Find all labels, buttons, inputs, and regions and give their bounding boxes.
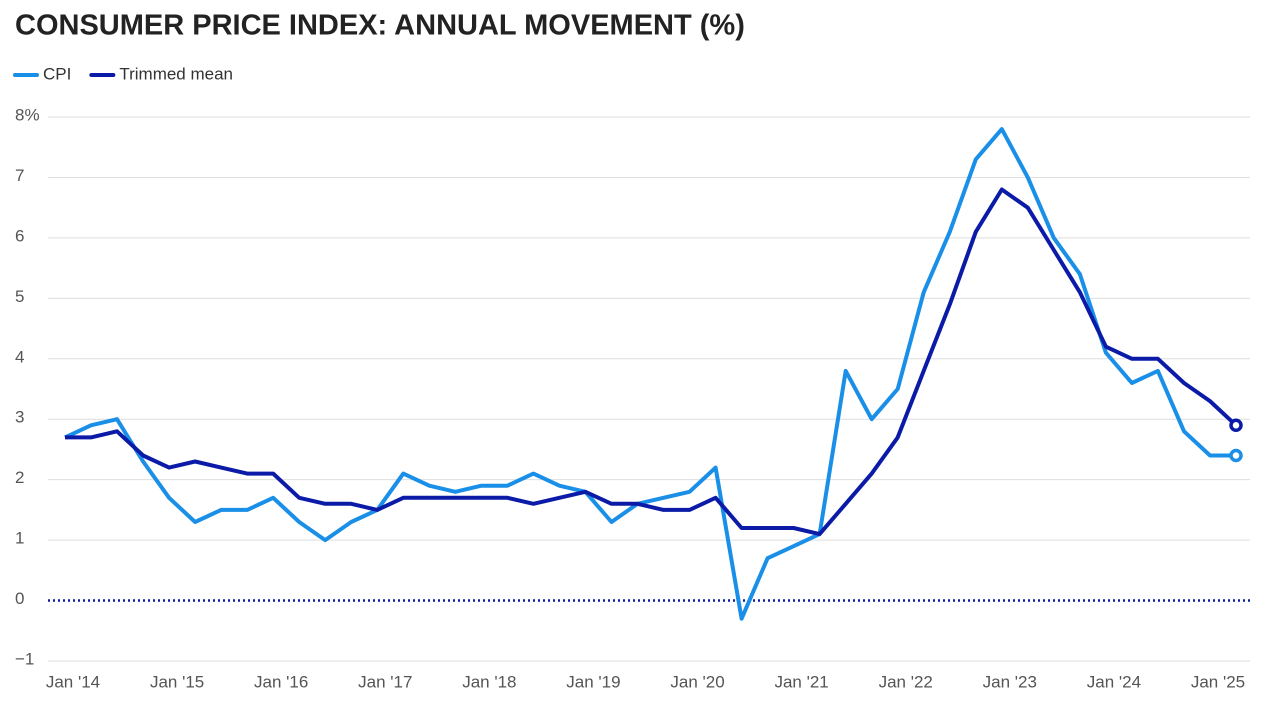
y-tick-label: 5 <box>15 287 24 306</box>
x-tick-label: Jan '15 <box>150 672 204 691</box>
x-tick-label: Jan '22 <box>879 672 933 691</box>
series-line <box>65 187 1238 537</box>
x-tick-label: Jan '23 <box>983 672 1037 691</box>
x-tick-label: Jan '25 <box>1191 672 1245 691</box>
y-tick-label: 0 <box>15 589 24 608</box>
x-tick-label: Jan '17 <box>358 672 412 691</box>
y-tick-label: 6 <box>15 226 24 245</box>
chart-title: CONSUMER PRICE INDEX: ANNUAL MOVEMENT (%… <box>15 10 745 42</box>
y-tick-label: 3 <box>15 408 24 427</box>
y-tick-label: 2 <box>15 468 24 487</box>
end-marker <box>1229 418 1243 433</box>
series-line <box>64 127 1236 621</box>
legend-label: Trimmed mean <box>119 64 233 83</box>
y-tick-label: −1 <box>15 649 34 668</box>
end-marker <box>1229 448 1243 463</box>
y-tick-label: 7 <box>15 166 24 185</box>
legend-label: CPI <box>43 64 71 83</box>
y-tick-label: 4 <box>15 347 24 366</box>
x-tick-label: Jan '16 <box>254 672 308 691</box>
x-tick-label: Jan '20 <box>670 672 724 691</box>
y-tick-label: 8% <box>15 105 40 124</box>
x-tick-label: Jan '24 <box>1087 672 1141 691</box>
y-tick-label: 1 <box>15 529 24 548</box>
x-tick-label: Jan '19 <box>566 672 620 691</box>
x-tick-label: Jan '21 <box>774 672 828 691</box>
x-tick-label: Jan '14 <box>46 672 100 691</box>
x-tick-label: Jan '18 <box>462 672 516 691</box>
